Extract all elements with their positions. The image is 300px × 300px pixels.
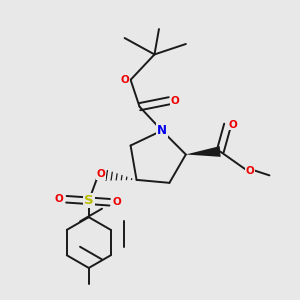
Text: O: O <box>55 194 63 204</box>
Text: O: O <box>170 96 179 106</box>
Polygon shape <box>186 146 220 157</box>
Text: O: O <box>229 120 237 130</box>
Text: O: O <box>121 75 130 85</box>
Text: N: N <box>157 124 167 137</box>
Text: O: O <box>96 169 105 179</box>
Text: O: O <box>246 166 254 176</box>
Text: S: S <box>84 194 94 207</box>
Text: O: O <box>113 197 122 207</box>
